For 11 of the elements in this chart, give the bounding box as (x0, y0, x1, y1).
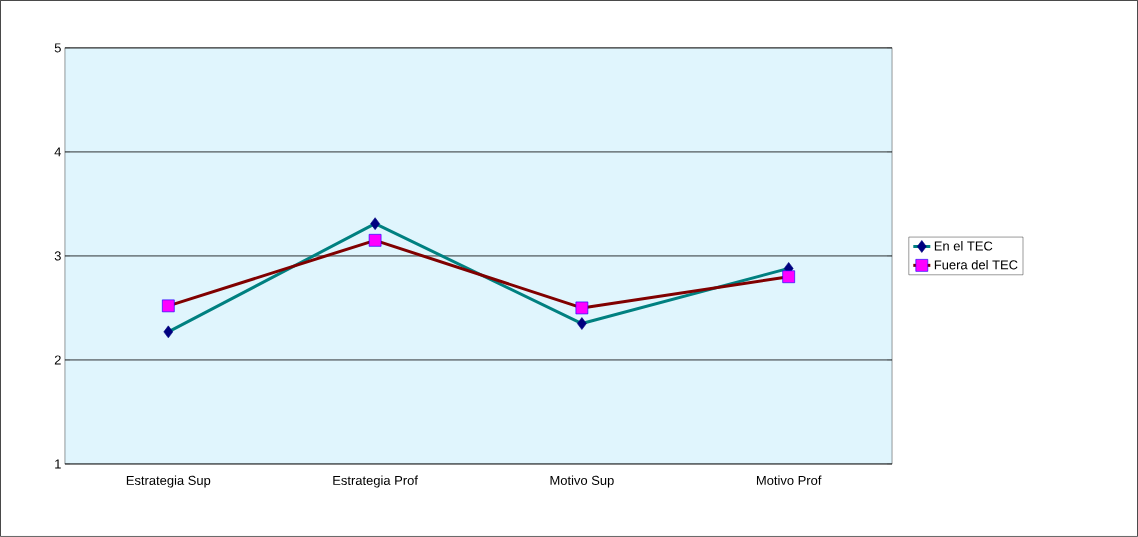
y-tick-label: 1 (55, 459, 61, 469)
y-tick-label: 5 (54, 43, 61, 53)
y-tick-label: 2 (54, 355, 61, 365)
x-tick-label: Motivo Sup (550, 475, 614, 488)
x-tick-label: Estrategia Prof (333, 475, 418, 488)
x-tick-label: Motivo Prof (756, 475, 822, 486)
y-tick-label: 4 (54, 147, 62, 157)
legend-label: En el TEC (934, 241, 993, 251)
y-tick-label: 3 (54, 251, 61, 261)
legend-label: Fuera del TEC (934, 259, 1018, 270)
x-tick-label: Estrategia Sup (126, 475, 211, 488)
